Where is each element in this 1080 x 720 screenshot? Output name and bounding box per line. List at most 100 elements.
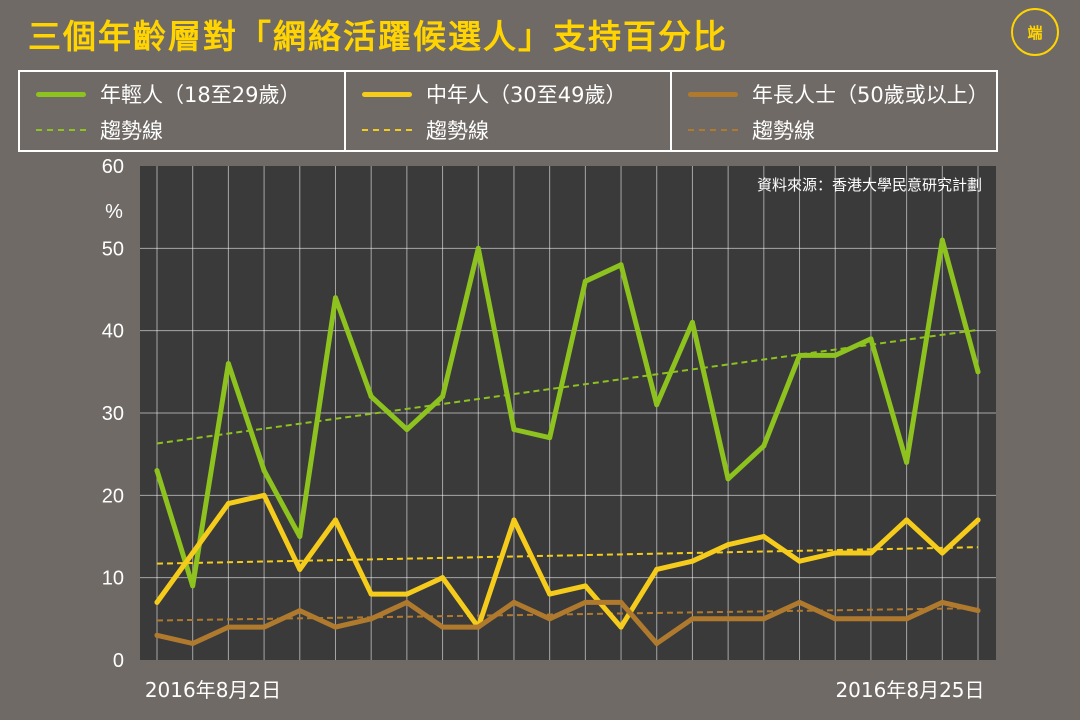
- legend-group-young: 年輕人（18至29歲） 趨勢線: [20, 72, 346, 150]
- x-end-label: 2016年8月25日: [835, 678, 984, 702]
- data-point-young: [761, 443, 767, 449]
- legend-trend-swatch-older: [688, 129, 738, 131]
- data-point-older: [225, 624, 231, 630]
- legend-label-middle: 中年人（30至49歲）: [426, 83, 627, 107]
- y-tick-label: 40: [102, 321, 124, 343]
- data-point-middle: [832, 550, 838, 556]
- data-point-young: [368, 394, 374, 400]
- data-point-middle: [689, 558, 695, 564]
- data-point-young: [689, 319, 695, 325]
- data-point-young: [618, 262, 624, 268]
- data-point-middle: [225, 501, 231, 507]
- data-point-middle: [511, 517, 517, 523]
- data-point-middle: [868, 550, 874, 556]
- data-point-older: [368, 616, 374, 622]
- data-point-young: [225, 361, 231, 367]
- data-point-middle: [939, 550, 945, 556]
- data-point-older: [404, 599, 410, 605]
- series-line-young: [154, 237, 981, 589]
- data-point-young: [939, 237, 945, 243]
- data-point-young: [332, 295, 338, 301]
- data-point-young: [582, 278, 588, 284]
- data-point-older: [475, 624, 481, 630]
- data-point-middle: [332, 517, 338, 523]
- data-point-young: [975, 369, 981, 375]
- data-point-older: [904, 616, 910, 622]
- data-point-young: [440, 394, 446, 400]
- data-point-middle: [797, 558, 803, 564]
- y-tick-label: 0: [113, 650, 124, 672]
- legend-trend-swatch-young: [36, 129, 86, 131]
- series-line-middle: [154, 492, 981, 630]
- data-point-middle: [261, 492, 267, 498]
- data-point-middle: [618, 624, 624, 630]
- legend-label-older: 年長人士（50歲或以上）: [752, 83, 989, 107]
- data-point-older: [868, 616, 874, 622]
- data-point-middle: [582, 583, 588, 589]
- grid: [140, 166, 996, 660]
- data-point-young: [154, 468, 160, 474]
- data-point-middle: [440, 575, 446, 581]
- series-lines: [154, 237, 981, 647]
- trend-line-young: [156, 328, 979, 445]
- data-point-young: [904, 459, 910, 465]
- data-point-middle: [404, 591, 410, 597]
- legend-group-older: 年長人士（50歲或以上） 趨勢線: [672, 72, 996, 150]
- data-point-older: [797, 599, 803, 605]
- y-unit-label: %: [105, 201, 123, 223]
- data-point-young: [547, 435, 553, 441]
- trend-line-middle: [156, 546, 979, 565]
- data-point-middle: [725, 542, 731, 548]
- y-tick-label: 60: [102, 156, 124, 178]
- data-point-young: [832, 352, 838, 358]
- source-note: 資料來源：香港大學民意研究計劃: [757, 176, 982, 194]
- legend-trend-label-middle: 趨勢線: [426, 119, 489, 143]
- data-point-young: [725, 476, 731, 482]
- data-point-young: [261, 468, 267, 474]
- legend-swatch-older: [688, 91, 738, 97]
- brand-logo: 端: [1011, 8, 1059, 56]
- data-point-older: [582, 599, 588, 605]
- data-point-young: [654, 402, 660, 408]
- series-line-older: [154, 599, 981, 646]
- data-point-middle: [154, 599, 160, 605]
- legend: 年輕人（18至29歲） 趨勢線 中年人（30至49歲） 趨勢線 年長人士（50歲…: [18, 70, 998, 152]
- legend-swatch-young: [36, 91, 86, 97]
- trend-lines: [156, 328, 979, 622]
- y-tick-label: 20: [102, 485, 124, 507]
- data-point-older: [332, 624, 338, 630]
- data-point-middle: [904, 517, 910, 523]
- y-tick-label: 10: [102, 568, 124, 590]
- data-point-older: [261, 624, 267, 630]
- data-point-young: [797, 352, 803, 358]
- y-axis: 0 10 20 30 40 50 60: [102, 156, 124, 672]
- legend-label-young: 年輕人（18至29歲）: [100, 83, 301, 107]
- data-point-older: [689, 616, 695, 622]
- data-point-older: [832, 616, 838, 622]
- legend-trend-swatch-middle: [362, 129, 412, 131]
- data-point-young: [297, 534, 303, 539]
- data-point-older: [654, 641, 660, 647]
- legend-group-middle: 中年人（30至49歲） 趨勢線: [346, 72, 672, 150]
- data-point-young: [190, 583, 196, 589]
- data-point-older: [761, 616, 767, 622]
- data-point-older: [725, 616, 731, 622]
- data-point-young: [475, 245, 481, 251]
- legend-swatch-middle: [362, 91, 412, 97]
- data-point-older: [939, 599, 945, 605]
- data-point-older: [618, 599, 624, 605]
- data-point-young: [511, 426, 517, 432]
- trend-line-older: [156, 607, 979, 622]
- data-point-middle: [190, 550, 196, 556]
- data-point-middle: [368, 591, 374, 597]
- legend-trend-label-young: 趨勢線: [100, 119, 163, 143]
- y-tick-label: 50: [102, 238, 124, 260]
- x-start-label: 2016年8月2日: [145, 678, 281, 702]
- data-point-older: [975, 608, 981, 614]
- data-point-older: [154, 632, 160, 638]
- data-point-older: [547, 616, 553, 622]
- legend-trend-label-older: 趨勢線: [752, 119, 815, 143]
- chart-title: 三個年齡層對「網絡活躍候選人」支持百分比: [28, 17, 728, 56]
- data-point-older: [190, 641, 196, 647]
